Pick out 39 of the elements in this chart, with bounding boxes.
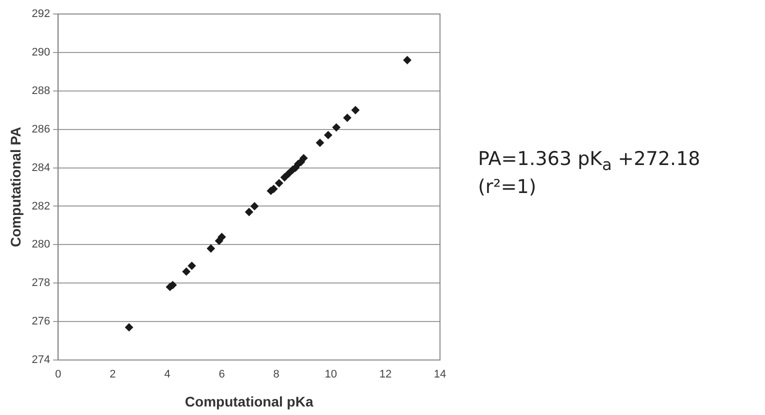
y-tick-label: 282 [32, 200, 50, 212]
point [125, 323, 134, 332]
x-tick-label: 14 [434, 368, 446, 381]
x-tick-label: 6 [218, 368, 225, 381]
y-tick-label: 284 [32, 162, 50, 174]
x-tick-label: 10 [324, 368, 338, 381]
x-tick-label: 4 [164, 368, 170, 381]
point [332, 123, 340, 132]
point [300, 154, 308, 162]
y-axis-title: Computational PA [7, 126, 24, 248]
y-tick-label: 292 [32, 8, 50, 20]
point [280, 173, 289, 182]
x-tick-label: 2 [110, 368, 116, 381]
point [351, 106, 360, 114]
x-tick-label: 12 [379, 368, 392, 381]
point [188, 262, 196, 270]
point [245, 208, 254, 216]
point [275, 179, 284, 188]
point [250, 202, 259, 210]
point [206, 244, 215, 253]
y-tick-label: 290 [32, 46, 50, 58]
point [316, 138, 324, 147]
point [324, 131, 332, 140]
point [343, 114, 352, 122]
y-tick-label: 274 [32, 354, 50, 366]
point [218, 232, 226, 241]
x-axis-title: Computational pKa [184, 393, 314, 410]
x-tick-label: 8 [273, 368, 280, 381]
point [284, 170, 293, 178]
point [182, 268, 190, 276]
point [403, 56, 412, 64]
y-tick-label: 286 [32, 123, 50, 136]
y-tick-label: 278 [32, 277, 50, 290]
text: (r²=1) [478, 176, 538, 198]
y-tick-label: 276 [32, 316, 50, 328]
x-tick-label: 0 [55, 368, 62, 381]
text: PA=1.363 pK$_{a}$ +272.18 [478, 148, 700, 176]
y-tick-label: 280 [32, 238, 50, 251]
y-tick-label: 288 [32, 84, 50, 97]
